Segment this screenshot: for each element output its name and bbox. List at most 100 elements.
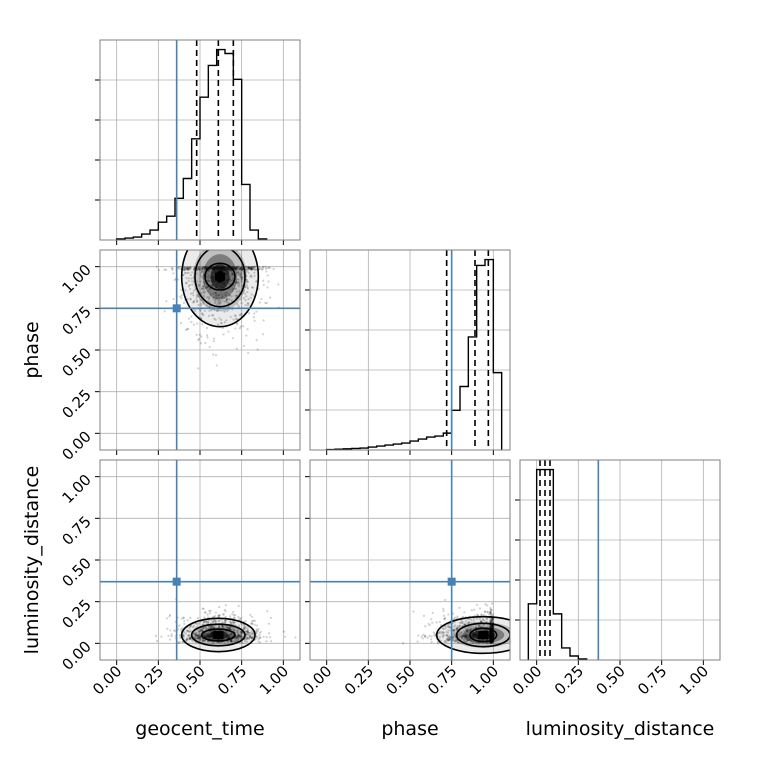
sample-point <box>235 635 238 639</box>
sample-point <box>206 634 209 637</box>
sample-point <box>178 634 181 637</box>
sample-point <box>447 625 450 628</box>
sample-point <box>488 611 492 614</box>
sample-point <box>416 640 419 643</box>
sample-point <box>207 621 210 624</box>
sample-point <box>239 266 242 270</box>
sample-point <box>170 266 173 270</box>
sample-point <box>238 631 242 634</box>
sample-point <box>489 626 493 629</box>
sample-point <box>490 625 493 629</box>
sample-point <box>176 641 180 644</box>
sample-point <box>203 285 206 288</box>
sample-point <box>489 625 492 628</box>
sample-point <box>231 621 234 624</box>
sample-point <box>188 637 191 640</box>
sample-point <box>212 340 215 343</box>
panel-frame-marginal-phase <box>309 249 511 451</box>
sample-point <box>201 323 204 326</box>
sample-point <box>210 314 214 317</box>
sample-point <box>209 293 212 296</box>
sample-point <box>256 348 259 351</box>
sample-point <box>229 639 232 642</box>
sample-point <box>480 613 483 616</box>
sample-point <box>224 604 227 607</box>
sample-point <box>492 624 495 627</box>
sample-point <box>445 638 449 641</box>
sample-point <box>228 627 231 631</box>
panel-frame-marginal-luminosity_distance <box>519 459 721 661</box>
sample-point <box>155 265 158 268</box>
sample-point <box>203 620 206 624</box>
sample-point <box>236 634 240 637</box>
density-peak-joint-geocent_time-luminosity_distance <box>213 631 224 639</box>
sample-point <box>460 637 464 640</box>
sample-point <box>488 613 491 616</box>
sample-point <box>258 634 261 637</box>
sample-point <box>229 268 232 271</box>
sample-point <box>213 299 216 302</box>
sample-point <box>489 626 492 629</box>
sample-point <box>241 275 244 279</box>
sample-point <box>245 633 248 636</box>
sample-point <box>470 626 473 629</box>
sample-point <box>466 636 469 639</box>
sample-point <box>207 277 210 280</box>
sample-point <box>230 271 233 274</box>
sample-point <box>250 268 254 271</box>
sample-point <box>228 634 231 637</box>
sample-point <box>235 267 238 270</box>
sample-point <box>464 640 468 644</box>
sample-point <box>486 610 489 613</box>
sample-point <box>247 298 250 301</box>
sample-point <box>250 633 254 636</box>
sample-point <box>461 634 464 638</box>
sample-point <box>446 639 450 642</box>
sample-point <box>197 267 200 270</box>
sample-point <box>238 268 241 271</box>
sample-point <box>490 641 493 644</box>
sample-point <box>262 333 265 336</box>
sample-point <box>251 637 254 640</box>
sample-point <box>236 638 239 641</box>
sample-point <box>165 617 168 620</box>
sample-point <box>441 634 444 637</box>
sample-point <box>269 636 272 639</box>
sample-point <box>233 617 236 620</box>
sample-point <box>204 266 208 269</box>
sample-point <box>480 620 483 623</box>
sample-point <box>225 299 228 302</box>
sample-point <box>183 620 186 623</box>
sample-point <box>233 266 237 269</box>
sample-point <box>250 268 253 271</box>
sample-point <box>206 634 209 637</box>
sample-point <box>433 634 436 637</box>
sample-point <box>231 279 234 282</box>
sample-point <box>492 625 495 629</box>
sample-point <box>230 640 233 644</box>
sample-point <box>462 634 465 638</box>
sample-point <box>453 628 456 632</box>
sample-point <box>250 615 254 619</box>
sample-point <box>233 287 236 290</box>
sample-point <box>205 636 208 639</box>
contour-joint-geocent_time-luminosity_distance-3 <box>180 617 256 653</box>
sample-point <box>240 302 243 305</box>
sample-point <box>229 633 232 636</box>
sample-point <box>212 618 215 622</box>
sample-point <box>460 631 463 634</box>
sample-point <box>492 640 495 643</box>
sample-point <box>212 615 216 618</box>
panel-frame-joint-geocent_time-luminosity_distance <box>99 459 301 661</box>
sample-point <box>212 314 215 317</box>
sample-point <box>238 634 241 638</box>
sample-point <box>182 266 186 269</box>
sample-point <box>200 312 204 315</box>
sample-point <box>232 610 235 614</box>
sample-point <box>203 291 206 294</box>
sample-point <box>203 639 206 642</box>
sample-point <box>491 617 494 620</box>
sample-point <box>208 297 211 300</box>
sample-point <box>169 638 172 641</box>
sample-point <box>228 293 231 297</box>
